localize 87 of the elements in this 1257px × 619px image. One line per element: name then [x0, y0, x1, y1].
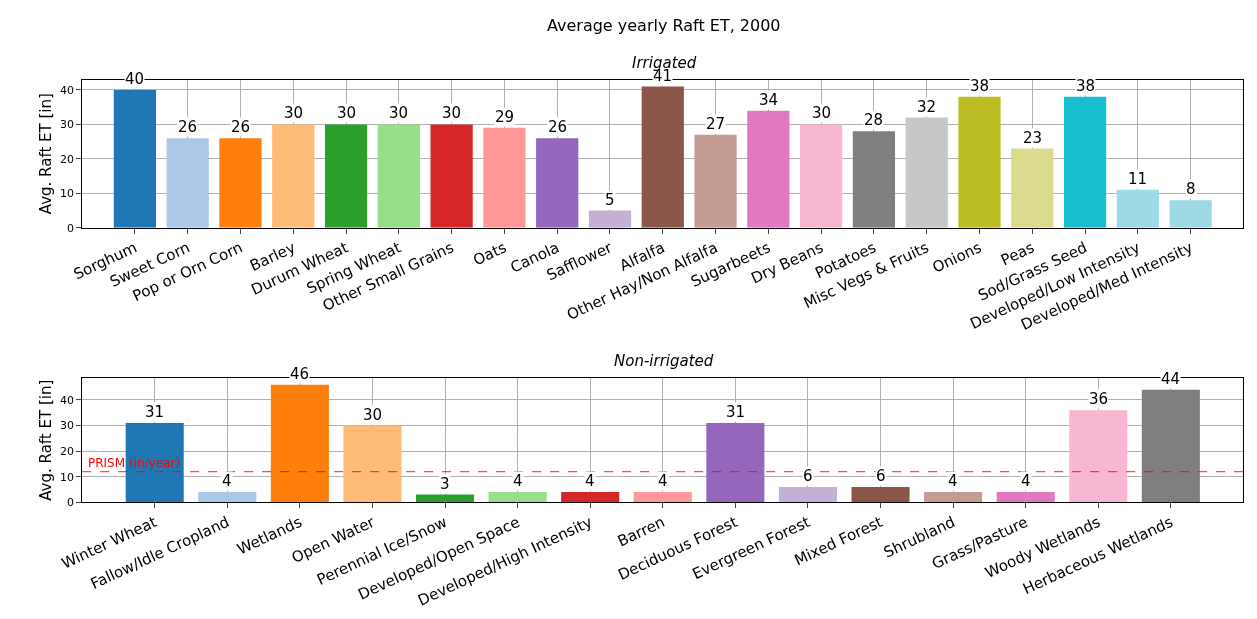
y-axis-title: Avg. Raft ET [in] [37, 379, 56, 501]
bar [270, 384, 329, 503]
data-label: 27 [706, 115, 726, 133]
y-tick-label: 30 [59, 118, 74, 132]
data-label: 26 [231, 118, 251, 136]
y-tick-label: 0 [66, 221, 74, 235]
bar [633, 492, 692, 503]
bar [1116, 189, 1159, 228]
bar [125, 422, 184, 503]
data-label: 6 [876, 467, 886, 485]
data-label: 30 [337, 104, 357, 122]
y-tick-label: 40 [59, 83, 74, 97]
bar [430, 124, 473, 228]
data-label: 26 [178, 118, 198, 136]
y-tick-label: 20 [59, 444, 74, 458]
data-label: 4 [948, 472, 958, 490]
y-axis-title: Avg. Raft ET [in] [37, 93, 56, 215]
y-tick-label: 30 [59, 419, 74, 433]
data-label: 40 [125, 70, 145, 88]
bar [483, 127, 526, 228]
data-label: 4 [513, 472, 523, 490]
data-label: 46 [290, 365, 310, 383]
bar [272, 124, 315, 228]
data-label: 4 [658, 472, 668, 490]
data-label: 29 [495, 108, 515, 126]
bar [198, 492, 257, 503]
data-label: 8 [1186, 180, 1196, 198]
data-label: 36 [1089, 390, 1109, 408]
bar [536, 138, 579, 228]
data-label: 38 [970, 77, 990, 95]
bar [905, 117, 948, 228]
data-label: 44 [1161, 370, 1181, 388]
bar [924, 492, 983, 503]
bar [377, 124, 420, 228]
bar [852, 131, 896, 228]
data-label: 30 [284, 104, 304, 122]
bar [1169, 200, 1212, 228]
y-tick-label: 40 [59, 393, 74, 407]
bar [1141, 389, 1200, 503]
x-tick-label: Oats [470, 238, 510, 270]
bar [113, 89, 157, 228]
bar [1063, 96, 1107, 228]
data-label: 30 [442, 104, 462, 122]
data-label: 38 [1076, 77, 1096, 95]
y-tick-label: 10 [59, 187, 74, 201]
data-label: 26 [548, 118, 568, 136]
data-label: 28 [864, 111, 884, 129]
bar [416, 494, 475, 503]
bar [324, 124, 368, 228]
y-tick-label: 20 [59, 152, 74, 166]
bar [343, 425, 402, 503]
data-label: 30 [389, 104, 409, 122]
data-label: 34 [759, 91, 779, 109]
data-label: 30 [812, 104, 832, 122]
data-label: 32 [917, 98, 937, 116]
bar [996, 492, 1055, 503]
chart-title: Average yearly Raft ET, 2000 [547, 16, 781, 35]
y-tick-label: 0 [66, 496, 74, 510]
data-label: 31 [726, 403, 746, 421]
data-label: 4 [222, 472, 232, 490]
data-label: 23 [1023, 129, 1043, 147]
bar [800, 124, 843, 228]
bar [1011, 148, 1054, 228]
data-label: 4 [585, 472, 595, 490]
bar [851, 486, 910, 503]
bar [1069, 410, 1128, 503]
bar [488, 492, 547, 503]
chart-title: Non-irrigated [614, 352, 714, 370]
bar [166, 138, 209, 228]
data-label: 5 [605, 191, 615, 209]
bar [219, 138, 262, 228]
bar [958, 96, 1001, 228]
bar [778, 486, 837, 503]
data-label: 3 [440, 475, 450, 493]
ref-line-label: PRISM (in/year) [88, 456, 181, 470]
bar [588, 210, 632, 228]
bar [561, 492, 620, 503]
data-label: 31 [145, 403, 165, 421]
data-label: 6 [803, 467, 813, 485]
data-label: 30 [363, 406, 383, 424]
data-label: 11 [1128, 170, 1148, 188]
y-tick-label: 10 [59, 470, 74, 484]
bar [706, 422, 765, 503]
data-label: 4 [1021, 472, 1031, 490]
bar [694, 134, 737, 228]
bar [747, 110, 790, 228]
bar [641, 86, 684, 228]
